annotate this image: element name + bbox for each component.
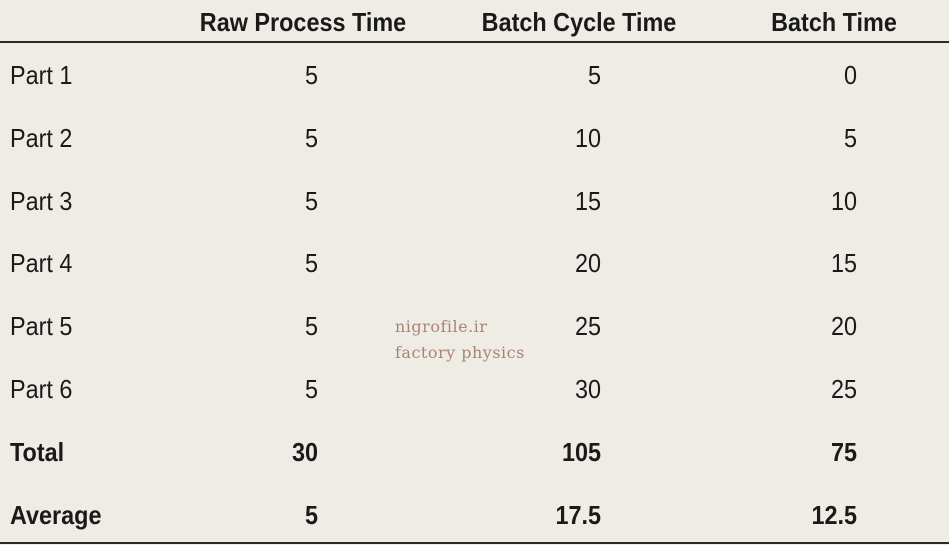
row-label: Part 3 — [10, 185, 73, 216]
column-header: Batch Cycle Time — [481, 7, 677, 37]
cell-value: 105 — [561, 436, 601, 467]
cell-value: 30 — [291, 436, 318, 467]
cell-value: 5 — [587, 60, 601, 90]
row-label: Part 4 — [10, 248, 73, 279]
watermark: nigrofile.ir — [395, 317, 488, 336]
column-header: Batch Time — [771, 7, 897, 37]
cell-value: 15 — [574, 185, 601, 216]
cell-value: 20 — [830, 311, 857, 342]
row-label: Part 5 — [10, 311, 73, 342]
cell-value: 5 — [304, 374, 318, 404]
row-label: Average — [10, 499, 102, 530]
cell-value: 20 — [574, 248, 601, 279]
cell-value: 5 — [304, 311, 318, 342]
row-label: Part 2 — [10, 122, 73, 153]
row-label: Part 1 — [10, 60, 73, 90]
cell-value: 75 — [830, 436, 857, 467]
cell-value: 10 — [574, 122, 601, 153]
cell-value: 25 — [830, 374, 857, 404]
cell-value: 5 — [304, 499, 318, 530]
cell-value: 0 — [843, 60, 857, 90]
column-header: Raw Process Time — [199, 7, 407, 37]
cell-value: 12.5 — [811, 499, 857, 530]
row-label: Part 6 — [10, 374, 73, 404]
header-rule — [0, 41, 949, 43]
cell-value: 15 — [830, 248, 857, 279]
cell-value: 10 — [830, 185, 857, 216]
cell-value: 5 — [304, 122, 318, 153]
watermark: factory physics — [395, 343, 525, 362]
cell-value: 5 — [304, 185, 318, 216]
cell-value: 5 — [843, 122, 857, 153]
cell-value: 5 — [304, 60, 318, 90]
cell-value: 25 — [574, 311, 601, 342]
row-label: Total — [10, 436, 65, 467]
cell-value: 5 — [304, 248, 318, 279]
bottom-rule — [0, 542, 949, 544]
cell-value: 17.5 — [555, 499, 601, 530]
cell-value: 30 — [574, 374, 601, 404]
